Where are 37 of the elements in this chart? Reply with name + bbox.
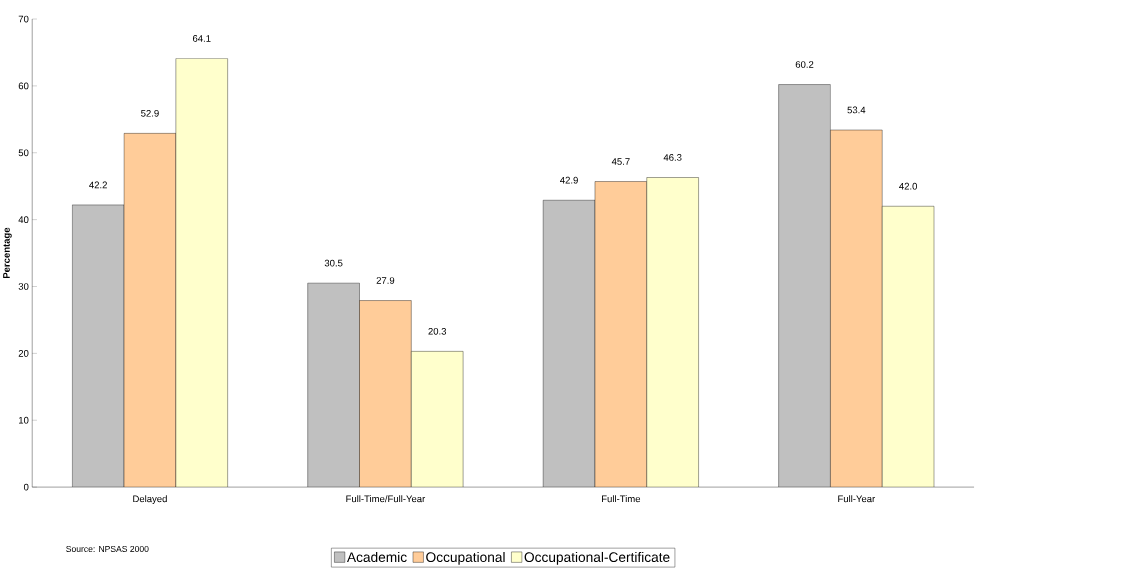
data-label: 42.2: [89, 181, 107, 189]
bar: [594, 181, 647, 488]
y-tick-label: 70: [18, 15, 29, 23]
data-label: 60.2: [795, 61, 814, 69]
x-tick-label: Full-Year: [838, 495, 876, 503]
bar: [359, 300, 412, 488]
source-note: Source: NPSAS 2000: [66, 546, 149, 553]
legend-label: Academic: [346, 552, 407, 563]
y-tick-label: 0: [23, 483, 29, 491]
x-tick-label: Full-Time/Full-Year: [346, 495, 426, 503]
y-tick-label: 40: [18, 216, 29, 224]
bar: [124, 133, 176, 488]
data-label: 42.0: [899, 183, 918, 190]
bar: [882, 206, 935, 488]
bar: [830, 130, 883, 488]
data-label: 27.9: [376, 277, 395, 285]
x-tick-label: Full-Time: [602, 495, 641, 503]
data-label: 64.1: [192, 35, 211, 42]
data-label: 42.9: [560, 177, 578, 184]
y-tick-label: 60: [18, 82, 29, 90]
legend-label: Occupational: [426, 552, 505, 565]
legend-label: Occupational-Certificate: [524, 552, 670, 565]
y-axis-title: Percentage: [3, 227, 12, 279]
bar: [646, 177, 699, 488]
y-tick-label: 10: [19, 417, 29, 424]
bar: [175, 58, 228, 488]
bar: [411, 351, 464, 488]
y-tick-label: 20: [18, 350, 29, 357]
data-label: 53.4: [847, 106, 866, 114]
y-tick-label: 30: [18, 283, 29, 291]
x-tick-label: Delayed: [133, 495, 167, 505]
y-tick-label: 50: [18, 149, 29, 157]
data-label: 30.5: [324, 259, 343, 267]
data-label: 20.3: [428, 328, 447, 335]
data-label: 45.7: [611, 158, 630, 166]
data-label: 46.3: [663, 154, 682, 162]
data-label: 52.9: [141, 110, 159, 117]
